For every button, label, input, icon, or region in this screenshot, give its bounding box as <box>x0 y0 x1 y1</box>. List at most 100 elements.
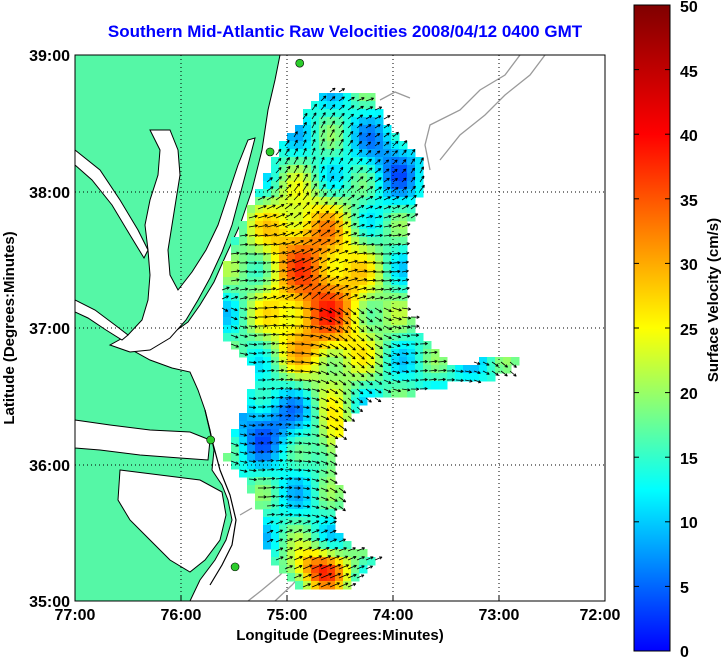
velocity-cell <box>319 421 328 430</box>
velocity-vector <box>401 251 410 255</box>
velocity-vector <box>266 195 275 201</box>
velocity-cell <box>231 261 240 270</box>
velocity-cell <box>295 253 304 262</box>
velocity-cell <box>319 381 328 390</box>
velocity-cell <box>375 229 384 238</box>
velocity-vector <box>338 268 349 273</box>
velocity-vector <box>392 307 402 312</box>
velocity-cell <box>303 517 312 526</box>
velocity-vector <box>356 242 367 246</box>
velocity-cell <box>247 413 256 422</box>
velocity-cell <box>335 269 344 278</box>
velocity-vector <box>338 547 347 552</box>
velocity-cell <box>295 469 304 478</box>
velocity-cell <box>279 269 288 278</box>
velocity-cell <box>239 245 248 254</box>
velocity-vector <box>311 370 322 375</box>
velocity-vector <box>329 210 339 219</box>
velocity-cell <box>255 429 264 438</box>
velocity-vector <box>347 113 355 120</box>
velocity-cell <box>303 269 312 278</box>
velocity-vector <box>302 387 311 392</box>
velocity-cell <box>287 413 296 422</box>
velocity-vector <box>320 138 325 147</box>
velocity-cell <box>311 237 320 246</box>
velocity-vector <box>275 241 286 246</box>
velocity-vector <box>311 424 320 428</box>
velocity-vector <box>311 397 320 401</box>
velocity-vector <box>329 201 338 210</box>
velocity-vector <box>320 538 329 543</box>
velocity-vector <box>374 556 383 561</box>
velocity-vector <box>311 156 316 165</box>
velocity-vector <box>329 520 337 525</box>
velocity-vector <box>293 387 302 391</box>
velocity-vector <box>257 233 268 237</box>
velocity-cell <box>295 357 304 366</box>
velocity-cell <box>375 197 384 206</box>
velocity-cell <box>407 173 416 182</box>
velocity-cell <box>343 245 352 254</box>
velocity-cell <box>351 261 360 270</box>
velocity-vector <box>320 582 331 588</box>
velocity-vector <box>320 183 326 192</box>
velocity-cell <box>399 229 408 238</box>
velocity-cell <box>367 333 376 342</box>
velocity-cell <box>279 493 288 502</box>
velocity-cell <box>351 245 360 254</box>
velocity-vector <box>302 130 307 138</box>
velocity-cell <box>263 261 272 270</box>
velocity-vector <box>230 307 238 312</box>
velocity-vector <box>320 379 330 384</box>
velocity-vector <box>257 369 266 373</box>
colorbar-tick-label: 25 <box>680 322 698 339</box>
velocity-cell <box>287 389 296 398</box>
velocity-cell <box>303 165 312 174</box>
chesapeake-bay <box>108 129 256 353</box>
velocity-vector <box>401 325 411 329</box>
velocity-vector <box>275 314 286 318</box>
velocity-vector <box>392 223 402 228</box>
velocity-cell <box>359 285 368 294</box>
velocity-cell <box>359 213 368 222</box>
velocity-vector <box>329 370 338 376</box>
velocity-vector <box>329 406 339 413</box>
velocity-cell <box>367 253 376 262</box>
velocity-cell <box>319 349 328 358</box>
velocity-cell <box>335 389 344 398</box>
velocity-vector <box>338 538 346 543</box>
velocity-vector <box>311 316 323 321</box>
velocity-cell <box>223 317 232 326</box>
velocity-cell <box>391 189 400 198</box>
velocity-cell <box>271 165 280 174</box>
velocity-vector <box>374 159 381 165</box>
velocity-cell <box>319 333 328 342</box>
velocity-cell <box>327 341 336 350</box>
velocity-vector <box>329 547 339 552</box>
velocity-cell <box>335 325 344 334</box>
velocity-vector <box>284 359 295 364</box>
velocity-cell <box>319 317 328 326</box>
velocity-vector <box>239 424 247 428</box>
velocity-vector <box>311 121 316 129</box>
velocity-cell <box>327 221 336 230</box>
velocity-cell <box>375 117 384 126</box>
velocity-cell <box>271 157 280 166</box>
velocity-cell <box>391 173 400 182</box>
velocity-cell <box>255 501 264 510</box>
velocity-cell <box>335 301 344 310</box>
velocity-cell <box>359 237 368 246</box>
velocity-cell <box>327 117 336 126</box>
velocity-cell <box>335 253 344 262</box>
velocity-cell <box>271 325 280 334</box>
velocity-vector <box>302 520 311 525</box>
velocity-vector <box>374 168 382 174</box>
velocity-cell <box>407 357 416 366</box>
velocity-cell <box>279 181 288 190</box>
velocity-cell <box>319 309 328 318</box>
velocity-cell <box>399 173 408 182</box>
velocity-cell <box>231 253 240 262</box>
velocity-cell <box>263 445 272 454</box>
velocity-vector <box>266 350 275 355</box>
velocity-vector <box>284 556 294 561</box>
